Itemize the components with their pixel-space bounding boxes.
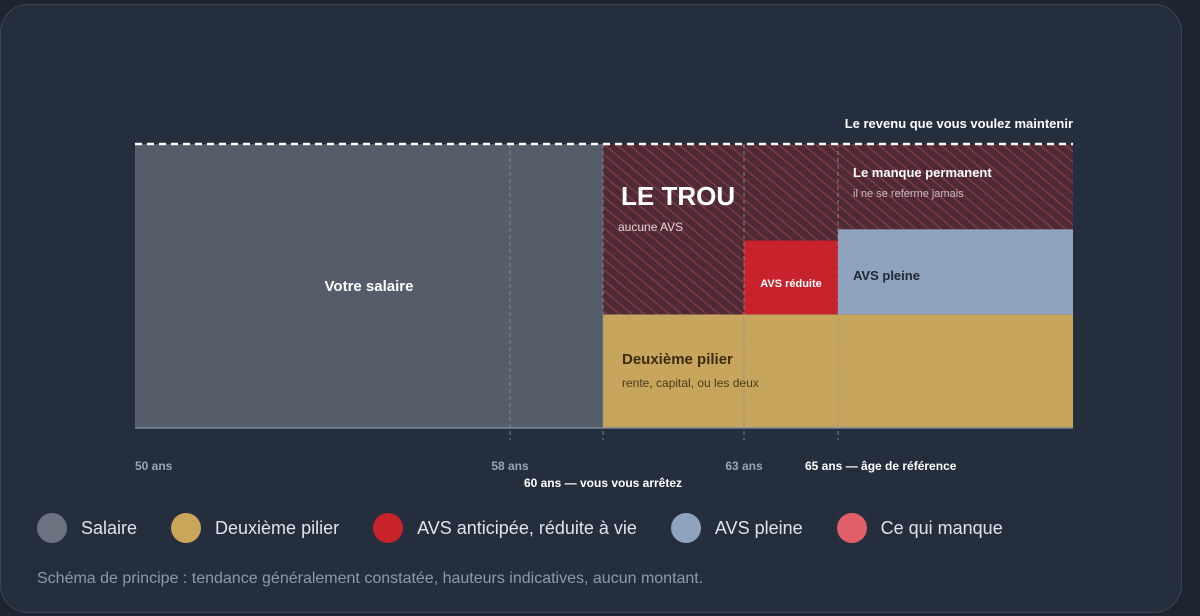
target-line-label: Le revenu que vous voulez maintenir	[845, 116, 1073, 131]
x-tick-58: 58 ans	[491, 459, 529, 473]
label-manque: Le manque permanent	[853, 165, 992, 180]
segment-trou2	[744, 144, 838, 241]
label-avs-pleine: AVS pleine	[853, 268, 920, 283]
legend-swatch-manque	[836, 513, 867, 543]
legend-item-avs-anticipee: AVS anticipée, réduite à vie	[373, 513, 637, 543]
legend-swatch-avs-pleine	[670, 513, 701, 543]
segment-avs_pleine	[838, 229, 1073, 315]
legend-label-avs-pleine: AVS pleine	[714, 517, 803, 538]
legend-item-pilier2: Deuxième pilier	[171, 513, 339, 543]
label-salaire: Votre salaire	[325, 278, 414, 295]
legend-label-salaire: Salaire	[81, 517, 138, 538]
legend-label-avs-anticipee: AVS anticipée, réduite à vie	[417, 517, 637, 538]
label-trou: LE TROU	[621, 181, 735, 211]
x-tick-63: 63 ans	[725, 459, 763, 473]
legend-swatch-pilier2	[171, 513, 202, 543]
x-marker-60: 60 ans — vous vous arrêtez	[524, 476, 682, 490]
chart-card: Le revenu que vous voulez maintenir Votre…	[0, 4, 1182, 613]
label-pilier2-sub: rente, capital, ou les deux	[622, 376, 759, 390]
segment-salaire	[135, 144, 603, 428]
label-pilier2: Deuxième pilier	[622, 351, 733, 368]
legend-label-manque: Ce qui manque	[880, 517, 1003, 538]
label-avs-reduite: AVS réduite	[760, 278, 822, 290]
legend-item-avs-pleine: AVS pleine	[670, 513, 803, 543]
segment-avs_reduite	[744, 240, 838, 315]
legend-label-pilier2: Deuxième pilier	[215, 517, 340, 538]
label-manque-sub: il ne se referme jamais	[853, 188, 964, 200]
label-trou-sub: aucune AVS	[618, 220, 683, 234]
segment-manque	[838, 144, 1073, 230]
legend-item-salaire: Salaire	[37, 513, 137, 543]
footnote: Schéma de principe : tendance généraleme…	[37, 570, 704, 587]
legend: Salaire Deuxième pilier AVS anticipée, r…	[37, 513, 1037, 543]
x-marker-65: 65 ans — âge de référence	[805, 459, 957, 473]
x-tick-50: 50 ans	[135, 459, 173, 473]
legend-swatch-avs-anticipee	[373, 513, 404, 543]
legend-swatch-salaire	[37, 513, 67, 543]
chart-svg: Le revenu que vous voulez maintenir Votre…	[135, 116, 1073, 490]
segment-trou	[603, 144, 744, 315]
legend-item-manque: Ce qui manque	[836, 513, 1003, 543]
